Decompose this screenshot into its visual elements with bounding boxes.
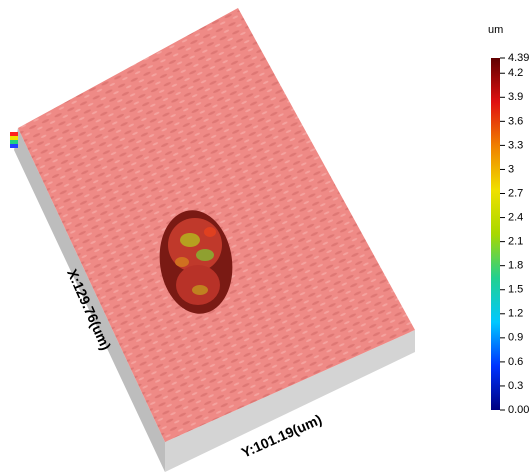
colorbar-tick-label: 3.6 <box>508 115 523 127</box>
colorbar-tick-label: 3.9 <box>508 91 523 103</box>
orientation-icon <box>10 132 18 148</box>
colorbar-unit: um <box>488 24 503 36</box>
colorbar-tick-label: 0.9 <box>508 332 523 344</box>
colorbar-tick-label: 2.7 <box>508 187 523 199</box>
colorbar <box>491 58 500 410</box>
surface-view: X:129.76(um) Y:101.19(um) um 4.394.23.93… <box>0 0 532 475</box>
colorbar-tick-label: 0.6 <box>508 356 523 368</box>
colorbar-tick-label: 4.39 <box>508 52 529 64</box>
colorbar-tick-label: 0.00 <box>508 404 529 416</box>
colorbar-tick-label: 1.2 <box>508 308 523 320</box>
colorbar-tick-label: 1.8 <box>508 260 523 272</box>
colorbar-tick-label: 4.2 <box>508 67 523 79</box>
colorbar-tick-label: 3.3 <box>508 139 523 151</box>
colorbar-tick-label: 2.1 <box>508 236 523 248</box>
colorbar-tick-label: 1.5 <box>508 284 523 296</box>
colorbar-tick-label: 0.3 <box>508 380 523 392</box>
colorbar-tick-label: 3 <box>508 163 514 175</box>
colorbar-tick-label: 2.4 <box>508 211 523 223</box>
